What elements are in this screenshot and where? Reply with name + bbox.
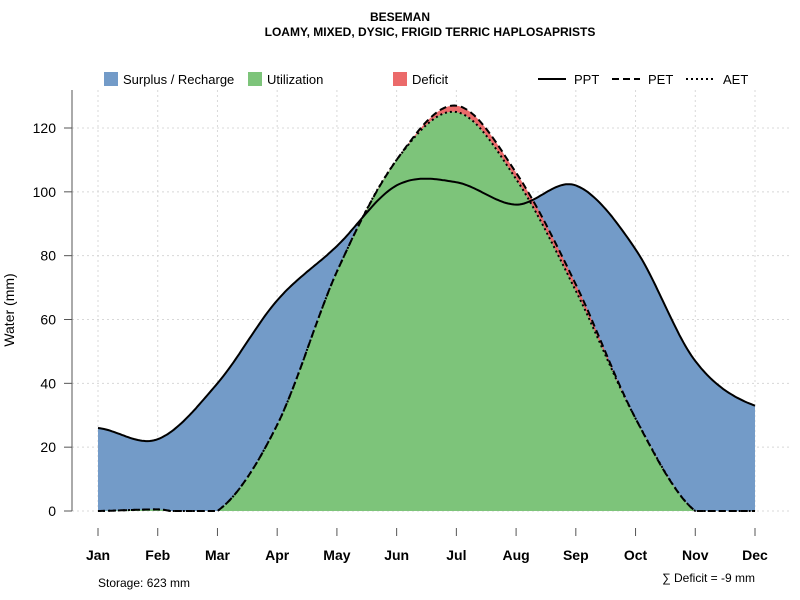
- legend-label-surplus: Surplus / Recharge: [123, 72, 234, 87]
- legend-swatch-surplus: [104, 72, 118, 86]
- chart-title: BESEMAN: [370, 10, 430, 24]
- ppt-line: [97, 177, 756, 443]
- x-tick-label-apr: Apr: [265, 547, 290, 563]
- x-tick-label-jul: Jul: [446, 547, 466, 563]
- legend-label-utilization: Utilization: [267, 72, 323, 87]
- legend-label-pet: PET: [648, 72, 673, 87]
- x-tick-label-dec: Dec: [742, 547, 768, 563]
- x-tick-label-jun: Jun: [384, 547, 409, 563]
- deficit-annotation: ∑ Deficit = -9 mm: [662, 571, 755, 585]
- storage-annotation: Storage: 623 mm: [98, 576, 190, 590]
- y-tick-label: 80: [40, 248, 56, 264]
- y-tick-label: 60: [40, 312, 56, 328]
- aet-line: [98, 110, 755, 512]
- y-axis-label: Water (mm): [1, 273, 17, 346]
- legend: Surplus / Recharge Utilization Deficit P…: [104, 72, 748, 87]
- legend-label-aet: AET: [723, 72, 748, 87]
- legend-swatch-utilization: [248, 72, 262, 86]
- x-tick-label-may: May: [323, 547, 350, 563]
- legend-label-ppt: PPT: [574, 72, 599, 87]
- y-tick-label: 120: [33, 120, 57, 136]
- legend-label-deficit: Deficit: [412, 72, 449, 87]
- x-tick-label-sep: Sep: [563, 547, 589, 563]
- utilization-area: [98, 111, 755, 512]
- x-tick-label-mar: Mar: [205, 547, 230, 563]
- x-tick-label-oct: Oct: [624, 547, 648, 563]
- x-tick-label-feb: Feb: [145, 547, 170, 563]
- legend-swatch-deficit: [393, 72, 407, 86]
- y-tick-label: 100: [33, 184, 57, 200]
- chart-subtitle: LOAMY, MIXED, DYSIC, FRIGID TERRIC HAPLO…: [265, 25, 596, 39]
- y-tick-label: 20: [40, 439, 56, 455]
- x-tick-label-nov: Nov: [682, 547, 709, 563]
- x-tick-label-aug: Aug: [502, 547, 529, 563]
- pet-line: [98, 104, 755, 512]
- y-tick-label: 40: [40, 375, 56, 391]
- x-tick-label-jan: Jan: [86, 547, 110, 563]
- y-tick-label: 0: [48, 503, 56, 519]
